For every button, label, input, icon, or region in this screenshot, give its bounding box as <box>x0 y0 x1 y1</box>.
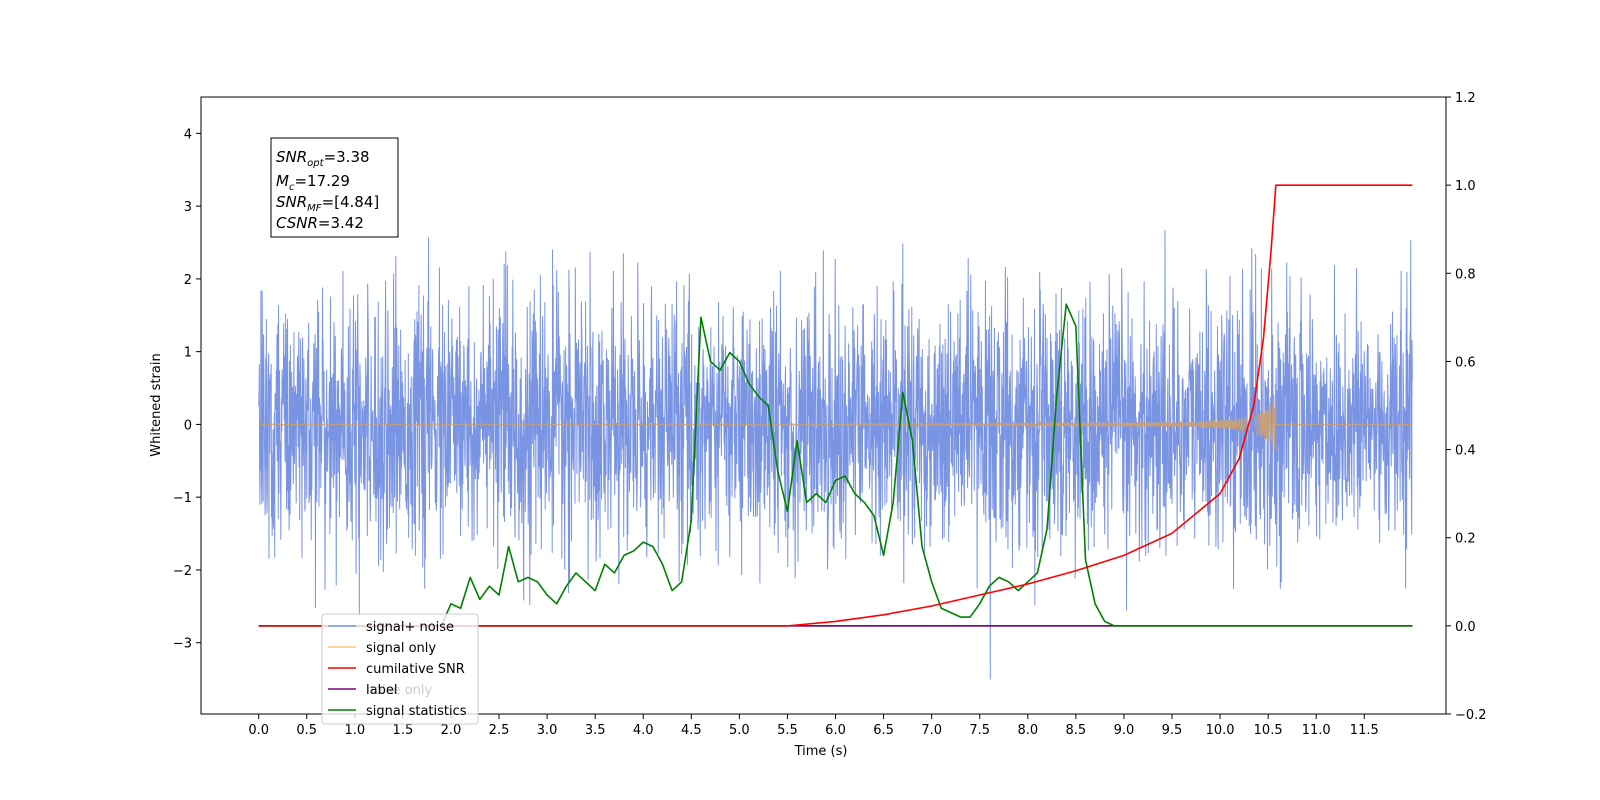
y-tick-label: 2 <box>184 273 192 288</box>
y-tick-label: 1 <box>184 346 192 361</box>
legend-label-signal-statistics: signal statistics <box>366 704 467 719</box>
x-tick-label: 7.0 <box>921 723 942 738</box>
x-tick-label: 0.0 <box>248 723 269 738</box>
y2-tick-label: 0.8 <box>1455 267 1476 282</box>
x-tick-label: 8.5 <box>1066 723 1087 738</box>
x-axis-label: Time (s) <box>794 744 848 759</box>
legend-label-label: label <box>366 683 397 698</box>
legend-label-cumulative-snr: cumilative SNR <box>366 662 465 677</box>
x-tick-label: 9.5 <box>1162 723 1183 738</box>
x-tick-label: 6.5 <box>873 723 894 738</box>
x-tick-label: 6.0 <box>825 723 846 738</box>
x-tick-label: 3.5 <box>585 723 606 738</box>
annotation-snr-mf: SNRMF=[4.84] <box>276 193 379 214</box>
y-tick-label: 0 <box>184 418 192 433</box>
x-tick-label: 2.0 <box>441 723 462 738</box>
x-tick-label: 1.0 <box>344 723 365 738</box>
legend-label-signal-noise: signal+ noise <box>366 620 454 635</box>
y-axis-label: Whitened strain <box>149 353 164 456</box>
y-tick-label: −3 <box>173 637 192 652</box>
annotation-snr-opt: SNRopt=3.38 <box>276 148 370 169</box>
stats-annotation-box: SNRopt=3.38 Mc=17.29 SNRMF=[4.84] CSNR=3… <box>270 137 399 238</box>
x-tick-label: 5.5 <box>777 723 798 738</box>
x-tick-label: 1.5 <box>393 723 414 738</box>
y2-tick-label: 0.2 <box>1455 532 1476 547</box>
x-tick-label: 8.0 <box>1017 723 1038 738</box>
x-tick-label: 2.5 <box>489 723 510 738</box>
x-tick-label: 0.5 <box>296 723 317 738</box>
y2-tick-label: 0.0 <box>1455 620 1476 635</box>
x-tick-label: 11.0 <box>1302 723 1331 738</box>
signal-noise-trace <box>258 229 1413 680</box>
legend: signal+ noise signal only cumilative SNR… <box>321 613 479 725</box>
x-tick-label: 7.5 <box>969 723 990 738</box>
x-tick-label: 11.5 <box>1350 723 1379 738</box>
cumulative-snr-line <box>258 184 1413 627</box>
annotation-csnr: CSNR=3.42 <box>276 214 364 232</box>
x-tick-label: 9.0 <box>1114 723 1135 738</box>
y-axis-right: 1.2 1.0 0.8 0.6 0.4 0.2 0.0 −0.2 <box>1446 91 1487 723</box>
y-axis-left: 4 3 2 1 0 −1 −2 −3 <box>173 127 201 652</box>
x-tick-label: 10.5 <box>1254 723 1283 738</box>
x-tick-label: 4.5 <box>681 723 702 738</box>
y2-tick-label: 1.0 <box>1455 179 1476 194</box>
x-tick-label: 3.0 <box>537 723 558 738</box>
x-axis: 0.0 0.5 1.0 1.5 2.0 2.5 3.0 3.5 4.0 4.5 5.0 5.5 6.0 6… <box>248 714 1379 738</box>
x-tick-label: 5.0 <box>729 723 750 738</box>
y2-tick-label: 0.6 <box>1455 355 1476 370</box>
signal-only-line <box>258 383 1413 453</box>
y-tick-label: 4 <box>184 127 192 142</box>
legend-label-noise-only: noise only <box>366 683 433 698</box>
x-tick-label: 10.0 <box>1206 723 1235 738</box>
legend-label-signal-only: signal only <box>366 641 436 656</box>
y2-tick-label: −0.2 <box>1455 708 1487 723</box>
signal-noise-line <box>258 229 1413 680</box>
y2-tick-label: 0.4 <box>1455 444 1476 459</box>
x-tick-label: 4.0 <box>633 723 654 738</box>
y2-tick-label: 1.2 <box>1455 91 1476 106</box>
y-tick-label: −2 <box>173 564 192 579</box>
y-tick-label: −1 <box>173 491 192 506</box>
plot-frame <box>200 96 1447 715</box>
y-tick-label: 3 <box>184 200 192 215</box>
signal-only-trace <box>258 383 1413 453</box>
annotation-mc: Mc=17.29 <box>276 172 350 193</box>
